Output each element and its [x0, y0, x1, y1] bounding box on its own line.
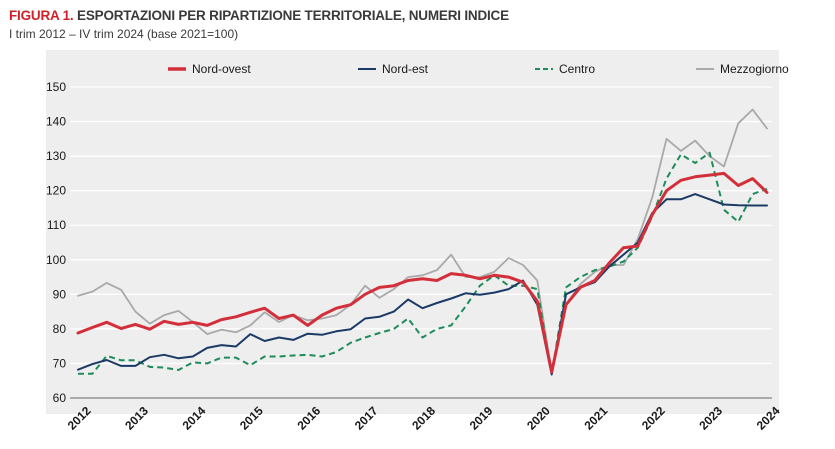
y-tick-label: 80	[53, 322, 67, 336]
figure-title: FIGURA 1. ESPORTAZIONI PER RIPARTIZIONE …	[9, 8, 509, 23]
y-tick-label: 100	[46, 253, 66, 267]
y-tick-label: 130	[46, 149, 66, 163]
legend-label: Nord-est	[382, 62, 429, 76]
legend-label: Mezzogiorno	[720, 62, 789, 76]
y-tick-label: 90	[53, 287, 67, 301]
y-tick-label: 110	[47, 218, 66, 232]
figure-number: FIGURA 1.	[9, 8, 74, 23]
legend: Nord-ovest Nord-est Centro Mezzogiorno	[168, 62, 789, 76]
series-line-nord-ovest	[76, 171, 769, 374]
series-lines	[76, 108, 769, 376]
y-tick-label: 60	[53, 391, 67, 405]
gridlines	[70, 86, 772, 399]
legend-label: Centro	[559, 62, 595, 76]
plot-background	[46, 50, 779, 414]
figure-subtitle: I trim 2012 – IV trim 2024 (base 2021=10…	[9, 27, 239, 41]
y-tick-label: 140	[46, 115, 66, 129]
y-tick-label: 70	[53, 356, 67, 370]
legend-label: Nord-ovest	[192, 62, 251, 76]
y-tick-label: 150	[46, 80, 66, 94]
figure-title-text: ESPORTAZIONI PER RIPARTIZIONE TERRITORIA…	[77, 8, 509, 23]
y-axis-ticks: 60 70 80 90 100 110 120 130 140 150	[46, 80, 66, 405]
y-tick-label: 120	[46, 184, 66, 198]
series-line-centro	[78, 151, 768, 375]
